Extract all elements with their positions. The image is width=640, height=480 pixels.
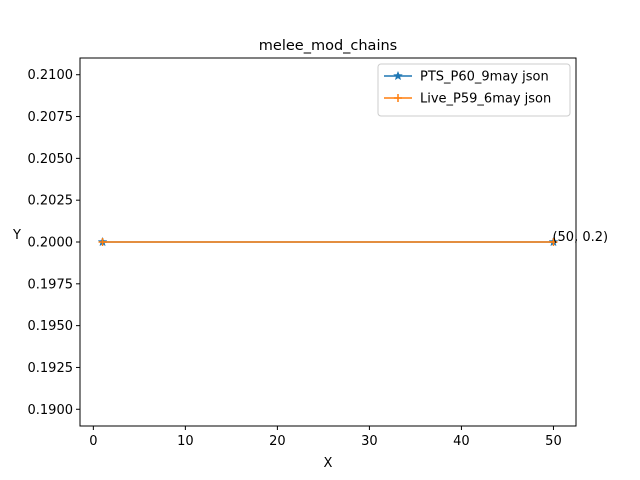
x-tick-label: 10 — [177, 434, 194, 449]
legend-entry: PTS_P60_9may json — [384, 70, 549, 85]
x-axis-ticks: 0 10 20 30 40 50 — [89, 426, 562, 449]
y-axis-ticks: 0.1900 0.1925 0.1950 0.1975 0.2000 0.2025 0.20… — [28, 68, 80, 418]
legend-label: Live_P59_6may json — [420, 92, 551, 107]
y-tick-label: 0.2100 — [28, 68, 74, 83]
y-tick-label: 0.1975 — [28, 277, 74, 292]
annotation-layer: (50, 0.2) — [552, 230, 608, 245]
series-2-point — [549, 238, 558, 246]
y-tick-label: 0.2000 — [28, 236, 74, 251]
y-tick-label: 0.2075 — [28, 110, 74, 125]
y-tick-label: 0.1900 — [28, 403, 74, 418]
x-tick-label: 40 — [453, 434, 470, 449]
x-axis-label: X — [324, 456, 333, 471]
y-axis-label: Y — [12, 228, 21, 243]
x-tick-label: 50 — [545, 434, 562, 449]
legend-box — [377, 63, 571, 117]
legend-entry: Live_P59_6may json — [384, 92, 551, 107]
point-annotation: (50, 0.2) — [552, 230, 608, 245]
legend: PTS_P60_9may json Live_P59_6may json — [377, 63, 571, 117]
y-tick-label: 0.2025 — [28, 194, 74, 209]
y-tick-label: 0.1925 — [28, 361, 74, 376]
y-tick-label: 0.1950 — [28, 319, 74, 334]
legend-marker — [393, 70, 403, 81]
y-tick-label: 0.2050 — [28, 152, 74, 167]
plot-frame — [79, 57, 577, 427]
x-tick-label: 0 — [89, 434, 97, 449]
series-layer — [97, 236, 559, 247]
chart-title: melee_mod_chains — [259, 38, 397, 54]
x-tick-label: 30 — [361, 434, 378, 449]
x-tick-label: 20 — [269, 434, 286, 449]
legend-marker — [394, 94, 402, 102]
series-2-point — [98, 238, 107, 246]
legend-label: PTS_P60_9may json — [420, 70, 549, 85]
